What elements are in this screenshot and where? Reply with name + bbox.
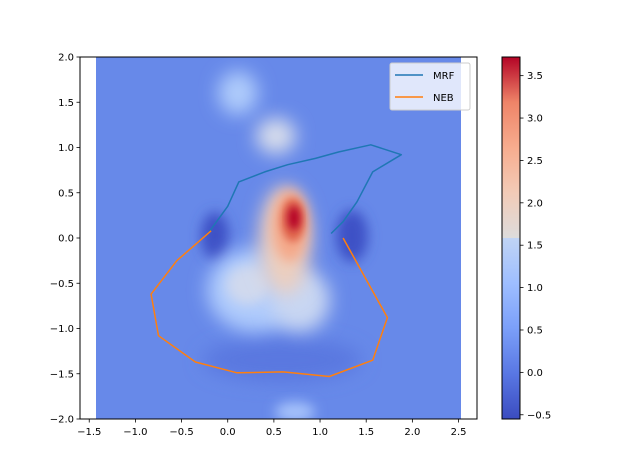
legend-box: [389, 62, 471, 111]
y-tick-label: −0.5: [50, 279, 74, 290]
y-tick-label: 0.0: [58, 234, 74, 245]
y-tick-label: 1.0: [58, 143, 74, 154]
y-tick-label: −1.0: [50, 324, 74, 335]
x-axis: −1.5 −1.0 −0.5 0.0 0.5 1.0 1.5 2.0 2.5: [77, 419, 466, 438]
y-tick-label: 2.0: [58, 53, 74, 64]
colorbar-tick-label: 2.5: [527, 156, 543, 167]
x-tick-label: 2.0: [404, 427, 420, 438]
series-line-mrf: [208, 144, 403, 235]
heatmap-blob: [218, 71, 258, 115]
heatmap: [96, 57, 461, 419]
colorbar: −0.5 0.0 0.5 1.0 1.5 2.0 2.5 3.0 3.5: [501, 56, 551, 421]
heatmap-well: [201, 212, 229, 260]
x-tick-label: −1.0: [123, 427, 147, 438]
heatmap-peak: [288, 206, 300, 230]
x-tick-label: −0.5: [169, 427, 193, 438]
legend-label-mrf: MRF: [433, 71, 455, 82]
colorbar-gradient: [501, 56, 521, 420]
heatmap-well: [336, 210, 368, 262]
colorbar-tick-label: 1.5: [527, 241, 543, 252]
legend: MRF NEB: [389, 62, 471, 111]
y-axis: −2.0 −1.5 −1.0 −0.5 0.0 0.5 1.0 1.5 2.0: [50, 53, 80, 426]
x-tick-label: −1.5: [77, 427, 101, 438]
legend-label-neb: NEB: [433, 93, 454, 104]
x-tick-label: 1.5: [358, 427, 374, 438]
y-tick-label: 0.5: [58, 188, 74, 199]
x-tick-label: 2.5: [451, 427, 467, 438]
colorbar-tick-label: 1.0: [527, 283, 543, 294]
x-tick-label: 0.5: [266, 427, 282, 438]
colorbar-tick-label: 0.5: [527, 325, 543, 336]
series-line-neb: [150, 230, 389, 378]
heatmap-well: [202, 338, 362, 382]
heatmap-blob: [256, 118, 296, 154]
y-tick-label: 1.5: [58, 98, 74, 109]
heatmap-blob: [226, 265, 270, 305]
colorbar-tick-label: 3.0: [527, 114, 543, 125]
colorbar-tick-label: −0.5: [527, 410, 551, 421]
heatmap-blob: [275, 402, 315, 419]
x-tick-label: 0.0: [220, 427, 236, 438]
colorbar-ticks: −0.5 0.0 0.5 1.0 1.5 2.0 2.5 3.0 3.5: [520, 71, 551, 421]
y-tick-label: −1.5: [50, 369, 74, 380]
colorbar-tick-label: 0.0: [527, 368, 543, 379]
curves: [150, 144, 403, 378]
colorbar-tick-label: 3.5: [527, 71, 543, 82]
colorbar-tick-label: 2.0: [527, 198, 543, 209]
x-tick-label: 1.0: [312, 427, 328, 438]
y-tick-label: −2.0: [50, 415, 74, 426]
